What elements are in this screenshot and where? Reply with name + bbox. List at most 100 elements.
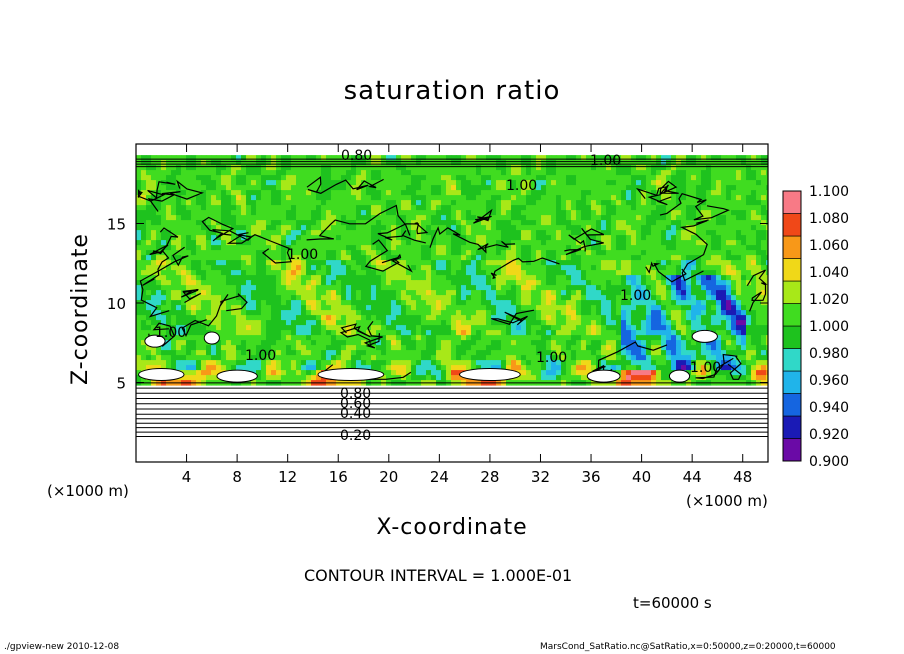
heatmap-cell (441, 160, 447, 166)
heatmap-cell (146, 285, 152, 291)
heatmap-cell (446, 255, 452, 261)
heatmap-cell (656, 260, 662, 266)
heatmap-cell (491, 270, 497, 276)
heatmap-cell (401, 245, 407, 251)
heatmap-cell (191, 325, 197, 331)
heatmap-cell (696, 295, 702, 301)
heatmap-cell (236, 235, 242, 241)
heatmap-cell (221, 295, 227, 301)
heatmap-cell (251, 320, 257, 326)
heatmap-cell (211, 280, 217, 286)
heatmap-cell (716, 315, 722, 321)
heatmap-cell (591, 310, 597, 316)
heatmap-cell (166, 245, 172, 251)
heatmap-cell (436, 305, 442, 311)
heatmap-cell (171, 160, 177, 166)
heatmap-cell (176, 195, 182, 201)
heatmap-cell (761, 190, 767, 196)
heatmap-cell (471, 320, 477, 326)
heatmap-cell (681, 235, 687, 241)
heatmap-cell (191, 205, 197, 211)
heatmap-cell (256, 225, 262, 231)
x-unit-label-left: (×1000 m) (47, 482, 129, 500)
heatmap-cell (381, 245, 387, 251)
heatmap-cell (416, 220, 422, 226)
heatmap-cell (316, 230, 322, 236)
heatmap-cell (431, 335, 437, 341)
heatmap-cell (486, 155, 492, 161)
heatmap-cell (491, 215, 497, 221)
heatmap-cell (546, 155, 552, 161)
heatmap-cell (676, 320, 682, 326)
heatmap-cell (141, 245, 147, 251)
heatmap-cell (256, 175, 262, 181)
heatmap-cell (366, 285, 372, 291)
heatmap-cell (736, 265, 742, 271)
heatmap-cell (451, 205, 457, 211)
heatmap-cell (451, 235, 457, 241)
heatmap-cell (401, 280, 407, 286)
heatmap-cell (766, 285, 768, 291)
heatmap-cell (356, 345, 362, 351)
heatmap-cell (741, 335, 747, 341)
heatmap-cell (756, 285, 762, 291)
heatmap-cell (716, 180, 722, 186)
heatmap-cell (521, 305, 527, 311)
heatmap-cell (231, 265, 237, 271)
heatmap-cell (251, 165, 257, 171)
heatmap-cell (376, 195, 382, 201)
heatmap-cell (606, 235, 612, 241)
footer-right-text: MarsCond_SatRatio.nc@SatRatio,x=0:50000,… (540, 642, 836, 652)
heatmap-cell (456, 175, 462, 181)
heatmap-cell (246, 225, 252, 231)
heatmap-cell (586, 220, 592, 226)
heatmap-cell (201, 185, 207, 191)
heatmap-cell (721, 280, 727, 286)
heatmap-cell (411, 305, 417, 311)
heatmap-cell (501, 280, 507, 286)
heatmap-cell (681, 335, 687, 341)
heatmap-cell (386, 210, 392, 216)
heatmap-cell (176, 190, 182, 196)
heatmap-cell (451, 155, 457, 161)
heatmap-cell (371, 195, 377, 201)
heatmap-cell (151, 165, 157, 171)
heatmap-cell (606, 320, 612, 326)
heatmap-cell (191, 270, 197, 276)
heatmap-cell (311, 345, 317, 351)
heatmap-cell (746, 240, 752, 246)
heatmap-cell (581, 330, 587, 336)
heatmap-cell (731, 295, 737, 301)
heatmap-cell (291, 260, 297, 266)
heatmap-cell (236, 180, 242, 186)
heatmap-cell (631, 330, 637, 336)
heatmap-cell (711, 165, 717, 171)
heatmap-cell (161, 345, 167, 351)
heatmap-cell (526, 265, 532, 271)
heatmap-cell (456, 180, 462, 186)
heatmap-cell (666, 320, 672, 326)
heatmap-cell (466, 165, 472, 171)
heatmap-cell (366, 200, 372, 206)
heatmap-cell (196, 315, 202, 321)
heatmap-cell (351, 165, 357, 171)
heatmap-cell (571, 295, 577, 301)
heatmap-cell (641, 290, 647, 296)
heatmap-cell (541, 280, 547, 286)
heatmap-cell (676, 235, 682, 241)
heatmap-cell (631, 190, 637, 196)
heatmap-cell (751, 340, 757, 346)
heatmap-cell (171, 245, 177, 251)
heatmap-cell (296, 220, 302, 226)
heatmap-cell (191, 200, 197, 206)
heatmap-cell (241, 305, 247, 311)
heatmap-cell (536, 245, 542, 251)
heatmap-cell (631, 170, 637, 176)
heatmap-cell (656, 240, 662, 246)
heatmap-cell (506, 220, 512, 226)
heatmap-cell (721, 285, 727, 291)
heatmap-cell (411, 240, 417, 246)
heatmap-cell (326, 300, 332, 306)
heatmap-cell (376, 290, 382, 296)
heatmap-cell (271, 185, 277, 191)
